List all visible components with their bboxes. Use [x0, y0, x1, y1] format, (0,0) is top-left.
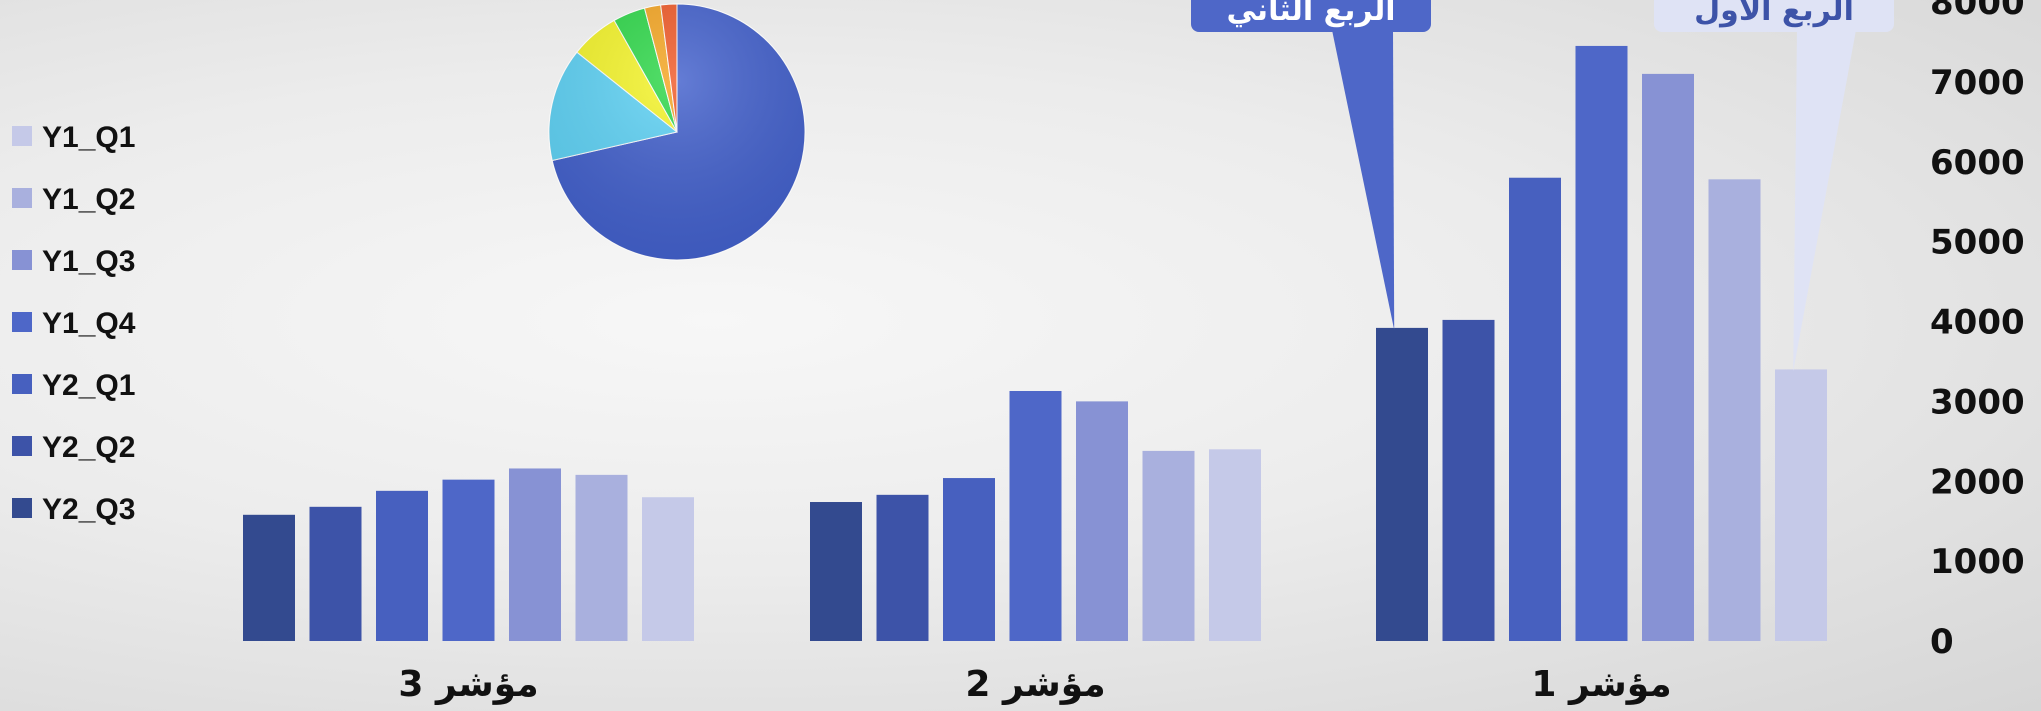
y-axis: 0 1000 2000 3000 4000 5000 6000 7000 8000: [1930, 0, 2025, 662]
x-category-label: مؤشر 1: [1531, 664, 1671, 705]
callout-label: الربع الأول: [1694, 0, 1854, 28]
y-tick-label: 1000: [1930, 542, 2025, 582]
bar-y2_q3-cat-1: [1376, 327, 1428, 641]
legend-swatch: [12, 312, 32, 332]
y-tick-label: 4000: [1930, 303, 2025, 343]
y-tick-label: 8000: [1930, 0, 2025, 23]
legend-swatch: [12, 498, 32, 518]
bar-y1_q3-cat-2: [1076, 401, 1128, 641]
callout-pointer: [1332, 30, 1395, 330]
bar-y2_q1-cat-2: [943, 478, 995, 641]
bar-y1_q2-cat-2: [1142, 450, 1195, 641]
bar-y2_q3-cat-2: [810, 502, 862, 641]
callouts: الربع الثاني الربع الأول: [1191, 0, 1894, 372]
legend-label: Y1_Q1: [42, 121, 135, 154]
callout-box: [1191, 0, 1431, 32]
bar-y2_q1-cat-1: [1509, 177, 1561, 641]
y-tick-label: 7000: [1930, 63, 2025, 103]
y-tick-label: 6000: [1930, 143, 2025, 183]
bar-plot-area: [243, 45, 1827, 641]
bar-y1_q1-cat-2: [1209, 449, 1261, 641]
pie-chart: [548, 3, 806, 261]
callout-pointer: [1793, 30, 1856, 372]
bar-y2_q3-cat-3: [243, 514, 295, 641]
legend-swatch: [12, 436, 32, 456]
legend-swatch: [12, 250, 32, 270]
callout-box: [1654, 0, 1894, 32]
bar-y1_q3-cat-3: [509, 468, 561, 641]
bar-y1_q4-cat-3: [442, 479, 495, 641]
legend-swatch: [12, 374, 32, 394]
legend-swatch: [12, 126, 32, 146]
bar-y2_q2-cat-2: [876, 494, 929, 641]
bar-y1_q2-cat-3: [575, 474, 628, 641]
bar-y2_q2-cat-1: [1442, 319, 1495, 641]
callout-label: الربع الثاني: [1226, 0, 1395, 28]
bar-y1_q1-cat-3: [642, 497, 694, 641]
y-tick-label: 2000: [1930, 462, 2025, 502]
legend-label: Y1_Q2: [42, 183, 135, 216]
bar-y2_q2-cat-3: [309, 506, 362, 641]
bar-y2_q1-cat-3: [376, 490, 428, 641]
y-tick-label: 5000: [1930, 223, 2025, 263]
x-category-label: مؤشر 2: [965, 664, 1105, 705]
x-category-label: مؤشر 3: [398, 664, 538, 705]
bar-y1_q1-cat-1: [1775, 369, 1827, 641]
legend-label: Y2_Q1: [42, 369, 135, 402]
legend-label: Y2_Q2: [42, 431, 135, 464]
callout: الربع الأول: [1654, 0, 1894, 372]
callout: الربع الثاني: [1191, 0, 1431, 330]
legend-label: Y1_Q4: [42, 307, 136, 340]
bar-y1_q4-cat-1: [1575, 45, 1628, 641]
legend: Y1_Q1 Y1_Q2 Y1_Q3 Y1_Q4 Y2_Q1 Y2_Q2 Y2_Q3: [12, 121, 136, 526]
bar-y1_q4-cat-2: [1009, 390, 1062, 641]
legend-label: Y1_Q3: [42, 245, 135, 278]
bar-y1_q3-cat-1: [1642, 73, 1694, 641]
pie-shading: [549, 4, 805, 260]
legend-swatch: [12, 188, 32, 208]
legend-label: Y2_Q3: [42, 493, 135, 526]
bar-y1_q2-cat-1: [1708, 179, 1761, 641]
y-tick-label: 3000: [1930, 382, 2025, 422]
x-axis: مؤشر 1 مؤشر 2 مؤشر 3: [398, 664, 1671, 705]
y-tick-label: 0: [1930, 622, 1954, 662]
